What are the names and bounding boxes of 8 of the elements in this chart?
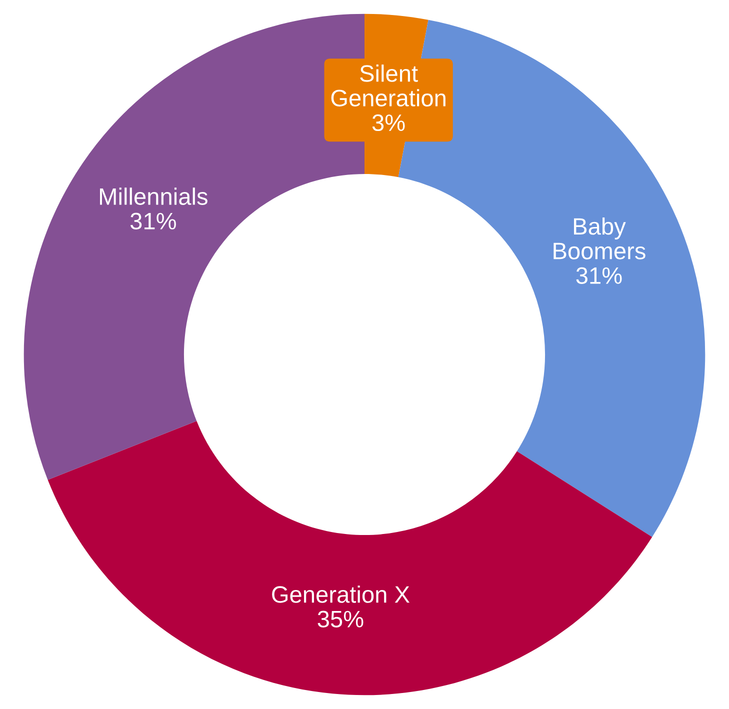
slice-label: Baby Boomers (554, 217, 646, 260)
data-label: 35% (318, 610, 364, 628)
data-label: 31% (130, 212, 176, 230)
data-label: 3% (372, 114, 405, 132)
slice-label: Generation X (272, 586, 410, 603)
slice-label: Millennials (100, 188, 208, 205)
data-label: 31% (576, 267, 622, 284)
slice-label: Silent Generation (331, 64, 446, 106)
